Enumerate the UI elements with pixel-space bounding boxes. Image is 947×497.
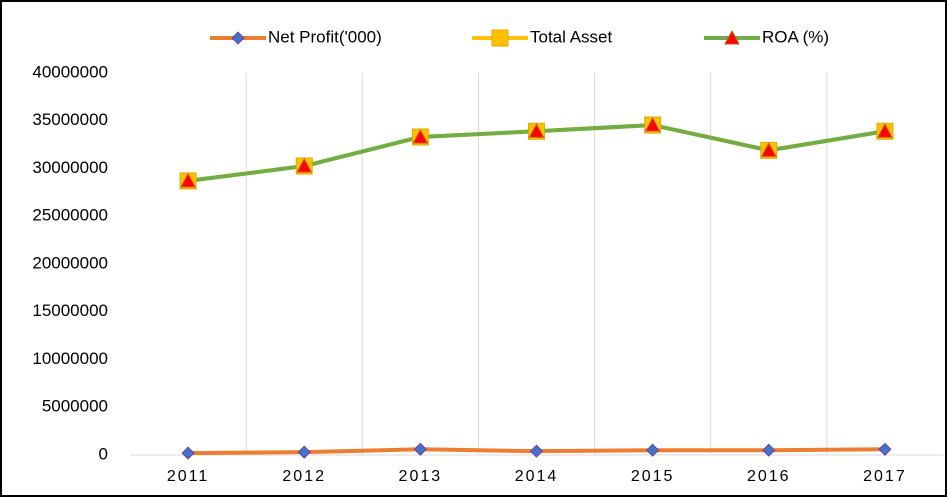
marker — [296, 157, 313, 173]
x-tick-label: 2013 — [399, 468, 443, 485]
marker — [413, 442, 427, 456]
marker — [644, 116, 661, 132]
marker — [877, 123, 893, 138]
x-tick-label: 2017 — [863, 468, 907, 485]
marker — [231, 31, 245, 45]
marker — [724, 29, 740, 45]
marker — [180, 172, 196, 188]
y-tick-label: 20000000 — [32, 253, 108, 272]
marker — [491, 29, 509, 47]
legend-label: Net Profit('000) — [268, 27, 382, 46]
y-tick-label: 25000000 — [32, 206, 108, 225]
y-tick-label: 5000000 — [42, 397, 108, 416]
marker — [412, 128, 429, 144]
marker — [528, 123, 545, 138]
marker — [760, 142, 777, 157]
marker — [181, 446, 195, 460]
x-tick-label: 2012 — [282, 468, 326, 485]
legend-label: ROA (%) — [762, 27, 829, 46]
y-tick-label: 35000000 — [32, 110, 108, 129]
y-tick-label: 10000000 — [32, 349, 108, 368]
x-tick-label: 2015 — [631, 468, 675, 485]
marker — [762, 443, 776, 457]
x-tick-label: 2016 — [747, 468, 791, 485]
y-tick-label: 40000000 — [32, 62, 108, 81]
y-tick-label: 15000000 — [32, 301, 108, 320]
marker — [529, 444, 544, 458]
marker — [646, 443, 660, 457]
x-tick-label: 2011 — [167, 468, 209, 485]
x-tick-label: 2014 — [515, 468, 559, 485]
y-tick-label: 30000000 — [32, 158, 108, 177]
marker — [878, 442, 892, 456]
legend-label: Total Asset — [530, 27, 612, 46]
marker — [297, 445, 311, 459]
y-tick-label: 0 — [99, 444, 108, 463]
